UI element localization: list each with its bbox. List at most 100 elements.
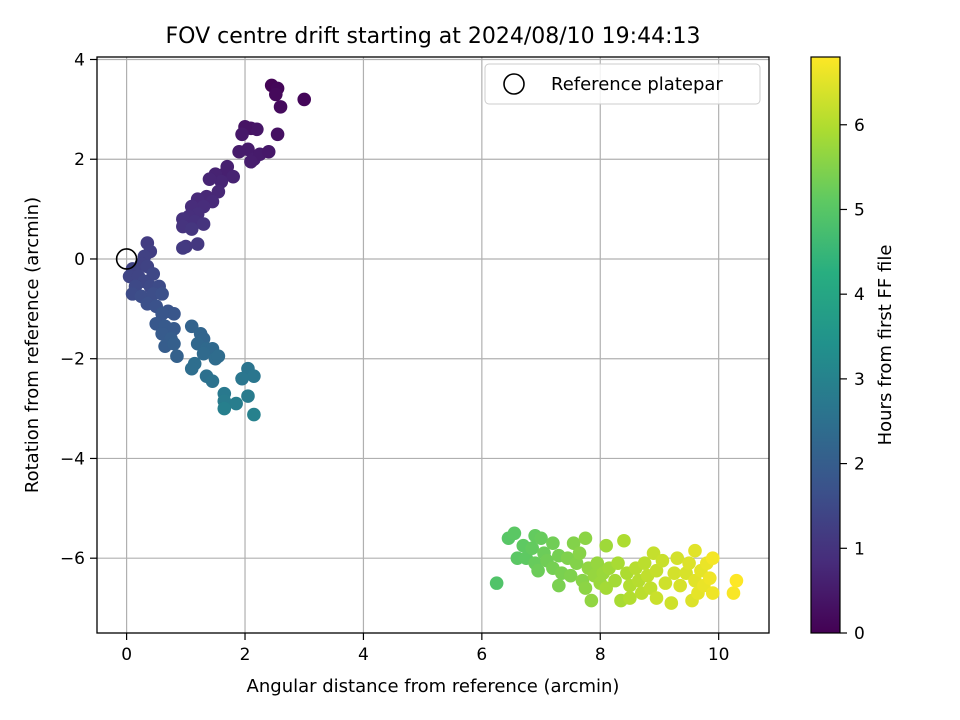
colorbar-tick-label: 2 xyxy=(854,455,865,475)
legend-box xyxy=(484,63,761,105)
data-point xyxy=(155,307,169,321)
x-tick-label: 8 xyxy=(595,645,606,665)
data-point xyxy=(211,184,226,199)
colorbar-tick-label: 5 xyxy=(854,200,865,220)
colorbar-label: Hours from first FF file xyxy=(875,245,896,446)
plot-frame xyxy=(96,56,770,634)
reference-marker xyxy=(115,248,138,270)
data-point xyxy=(531,563,545,578)
x-axis-label: Angular distance from reference (arcmin) xyxy=(247,676,620,697)
data-point xyxy=(682,556,696,570)
data-point xyxy=(611,556,625,570)
legend-marker xyxy=(503,73,525,95)
y-tick-label: 4 xyxy=(74,50,85,70)
x-tick-label: 10 xyxy=(708,645,730,665)
data-point xyxy=(546,536,560,551)
data-point xyxy=(578,581,593,595)
colorbar xyxy=(810,56,841,634)
data-point xyxy=(590,556,605,570)
data-point xyxy=(167,307,181,321)
y-axis-ticks: 4 2 0 −2 −4 −6 xyxy=(60,50,97,569)
data-point xyxy=(184,319,199,334)
y-tick-label: −6 xyxy=(60,549,85,569)
data-point xyxy=(232,144,246,159)
data-point xyxy=(726,586,741,600)
colorbar-ticks: 0 1 2 3 4 5 6 xyxy=(840,116,865,644)
chart-title: FOV centre drift starting at 2024/08/10 … xyxy=(166,24,701,49)
data-point xyxy=(241,389,255,403)
data-point xyxy=(211,349,226,364)
x-tick-label: 6 xyxy=(476,645,487,665)
data-point xyxy=(552,578,566,593)
colorbar-tick-label: 1 xyxy=(854,539,865,559)
data-point xyxy=(673,578,687,593)
data-point xyxy=(572,546,587,561)
y-tick-label: −4 xyxy=(60,449,85,469)
data-point xyxy=(167,336,181,351)
data-point xyxy=(244,154,258,169)
x-axis-ticks: 0 2 4 6 8 10 xyxy=(121,633,729,665)
data-point xyxy=(655,553,670,568)
data-point xyxy=(599,581,613,595)
data-point xyxy=(176,241,190,255)
data-point xyxy=(229,396,243,411)
colorbar-tick-label: 4 xyxy=(854,285,865,305)
data-points xyxy=(122,78,744,610)
data-point xyxy=(658,576,673,590)
data-point xyxy=(235,127,249,142)
data-point xyxy=(270,127,285,142)
data-point xyxy=(235,371,249,386)
data-point xyxy=(217,401,232,416)
data-point xyxy=(608,573,622,588)
data-point xyxy=(670,551,685,565)
data-point xyxy=(170,349,184,364)
colorbar-tick-label: 3 xyxy=(854,370,865,390)
y-axis-label: Rotation from reference (arcmin) xyxy=(22,197,43,493)
data-point xyxy=(649,591,664,605)
data-point xyxy=(649,563,664,578)
legend-entry: Reference platepar xyxy=(551,74,723,95)
colorbar-tick-label: 0 xyxy=(854,624,865,644)
data-point xyxy=(489,576,504,590)
data-point xyxy=(646,546,661,561)
y-tick-label: −2 xyxy=(60,350,85,370)
data-point xyxy=(247,369,261,383)
x-tick-label: 2 xyxy=(240,645,251,665)
data-point xyxy=(705,586,720,600)
data-point xyxy=(566,536,581,551)
data-point xyxy=(534,531,548,546)
data-point xyxy=(599,538,613,553)
data-point xyxy=(623,591,637,605)
data-point xyxy=(196,346,211,361)
data-point xyxy=(146,267,161,281)
data-point xyxy=(184,361,199,376)
data-point xyxy=(261,144,276,159)
data-point xyxy=(250,122,264,137)
data-point xyxy=(729,573,744,588)
data-point xyxy=(155,287,169,301)
data-point xyxy=(664,596,679,610)
data-point xyxy=(273,100,288,114)
data-point xyxy=(205,374,220,388)
data-point xyxy=(643,581,658,595)
data-point xyxy=(702,571,717,585)
data-point xyxy=(196,217,211,231)
data-point xyxy=(297,92,312,107)
data-point xyxy=(190,237,205,251)
data-point xyxy=(667,566,682,580)
data-point xyxy=(525,541,539,556)
data-point xyxy=(578,531,593,546)
legend: Reference platepar xyxy=(484,63,761,105)
data-point xyxy=(226,169,240,184)
grid-lines xyxy=(97,57,769,633)
data-point xyxy=(247,407,261,422)
data-point xyxy=(617,533,631,548)
data-point xyxy=(269,87,283,102)
data-point xyxy=(688,543,702,558)
x-tick-label: 0 xyxy=(121,645,132,665)
colorbar-tick-label: 6 xyxy=(854,116,865,136)
x-tick-label: 4 xyxy=(358,645,369,665)
data-point xyxy=(563,568,578,583)
data-point xyxy=(705,551,720,565)
